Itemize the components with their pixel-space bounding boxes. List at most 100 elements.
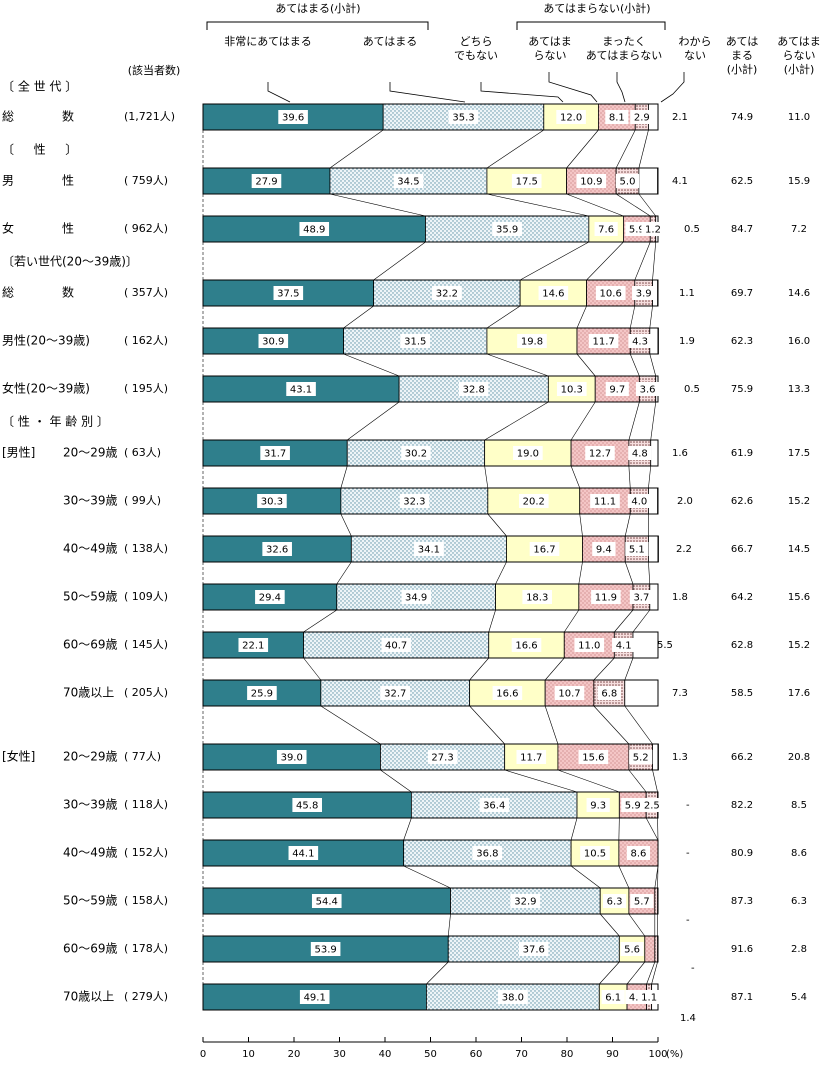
row-label: 60～69歳: [63, 942, 118, 956]
connector-line: [426, 962, 448, 984]
row-count: ( 118人): [124, 798, 168, 811]
legend-label-2: どちら: [460, 35, 493, 48]
value-label: 32.6: [266, 545, 288, 556]
legend-label-3: らない: [534, 49, 567, 62]
value-label: 9.3: [590, 801, 606, 812]
apply-total-value: 74.9: [731, 112, 753, 123]
value-label: 5.1: [629, 545, 645, 556]
not-total-value: 13.3: [788, 384, 810, 395]
connector-line: [485, 466, 488, 488]
col-not-total-header: (小計): [784, 62, 815, 76]
value-label: 9.7: [609, 385, 625, 396]
apply-total-value: 62.6: [731, 496, 753, 507]
row-count: ( 279人): [124, 990, 168, 1003]
unknown-value: 1.1: [679, 288, 695, 299]
value-label: 48.9: [303, 225, 325, 236]
value-label: 29.4: [259, 593, 281, 604]
connector-line: [648, 562, 649, 584]
apply-total-value: 91.6: [731, 944, 753, 955]
legend-label-3: あてはま: [528, 35, 572, 48]
connector-line: [594, 658, 614, 680]
row-label: 20～29歳: [63, 750, 118, 764]
apply-total-value: 69.7: [731, 288, 753, 299]
legend-leader-2: [481, 82, 563, 102]
row-label: 30～39歳: [63, 494, 118, 508]
value-label: 12.7: [589, 449, 611, 460]
connector-line: [404, 818, 412, 840]
connector-line: [567, 130, 599, 168]
x-tick-label: 10: [242, 1049, 255, 1060]
row-label: 40～49歳: [63, 542, 118, 556]
value-label: 43.1: [290, 385, 312, 396]
connector-line: [448, 914, 450, 936]
connector-line: [341, 466, 347, 488]
row-count: ( 77人): [124, 750, 161, 763]
chart-header: あてはまる(小計)あてはまらない(小計)(該当者数)非常にあてはまるあてはまるど…: [128, 1, 821, 102]
x-tick-label: 90: [606, 1049, 619, 1060]
value-label: 27.3: [431, 753, 453, 764]
connector-line: [600, 914, 619, 936]
row-label: 60～69歳: [63, 638, 118, 652]
row-count: (1,721人): [124, 110, 175, 123]
unknown-value: 1.9: [679, 336, 695, 347]
group-label: [女性]: [2, 749, 35, 764]
value-label: 31.5: [404, 337, 426, 348]
value-label: 18.3: [526, 593, 548, 604]
connector-line: [545, 706, 558, 744]
value-label: 30.3: [261, 497, 283, 508]
value-label: 31.7: [264, 449, 286, 460]
row-label: 50～59歳: [63, 894, 118, 908]
legend-label-0: 非常にあてはまる: [224, 35, 312, 48]
unknown-value: 1.3: [672, 752, 688, 763]
connector-line: [650, 354, 656, 376]
connector-line: [577, 306, 587, 328]
value-label: 35.3: [452, 113, 474, 124]
value-label: 11.7: [592, 337, 614, 348]
apply-total-value: 64.2: [731, 592, 753, 603]
connector-line: [647, 962, 655, 984]
legend-leader-5: [661, 72, 684, 102]
value-label: 54.4: [316, 897, 338, 908]
value-label: 30.2: [405, 449, 427, 460]
unknown-value: 1.4: [680, 1013, 696, 1024]
value-label: 14.6: [542, 289, 564, 300]
value-label: 10.3: [561, 385, 583, 396]
unknown-value: 5.5: [657, 640, 673, 651]
connector-line: [304, 610, 337, 632]
not-total-value: 14.6: [788, 288, 810, 299]
unknown-value: 0.5: [684, 224, 700, 235]
value-label: 19.0: [517, 449, 539, 460]
connector-line: [577, 354, 595, 376]
value-label: 3.7: [633, 593, 649, 604]
connector-line: [487, 194, 589, 216]
value-label: 37.5: [277, 289, 299, 300]
legend-leader-4: [617, 72, 625, 102]
connector-line: [571, 466, 580, 488]
unknown-value: -: [691, 963, 695, 974]
apply-total-value: 58.5: [731, 688, 753, 699]
x-tick-label: 50: [424, 1049, 437, 1060]
value-label: 34.1: [418, 545, 440, 556]
connector-line: [599, 962, 619, 984]
apply-total-value: 62.8: [731, 640, 753, 651]
x-tick-label: 40: [379, 1049, 392, 1060]
value-label: 2.9: [634, 113, 650, 124]
row-label: 男性(20～39歳): [2, 334, 90, 348]
connector-line: [629, 770, 646, 792]
bar-segment-まったくあてはまらない: [655, 888, 658, 914]
value-label: 32.7: [384, 689, 406, 700]
connector-line: [330, 130, 383, 168]
row-count: ( 152人): [124, 846, 168, 859]
connector-line: [580, 514, 583, 536]
value-label: 10.7: [558, 689, 580, 700]
